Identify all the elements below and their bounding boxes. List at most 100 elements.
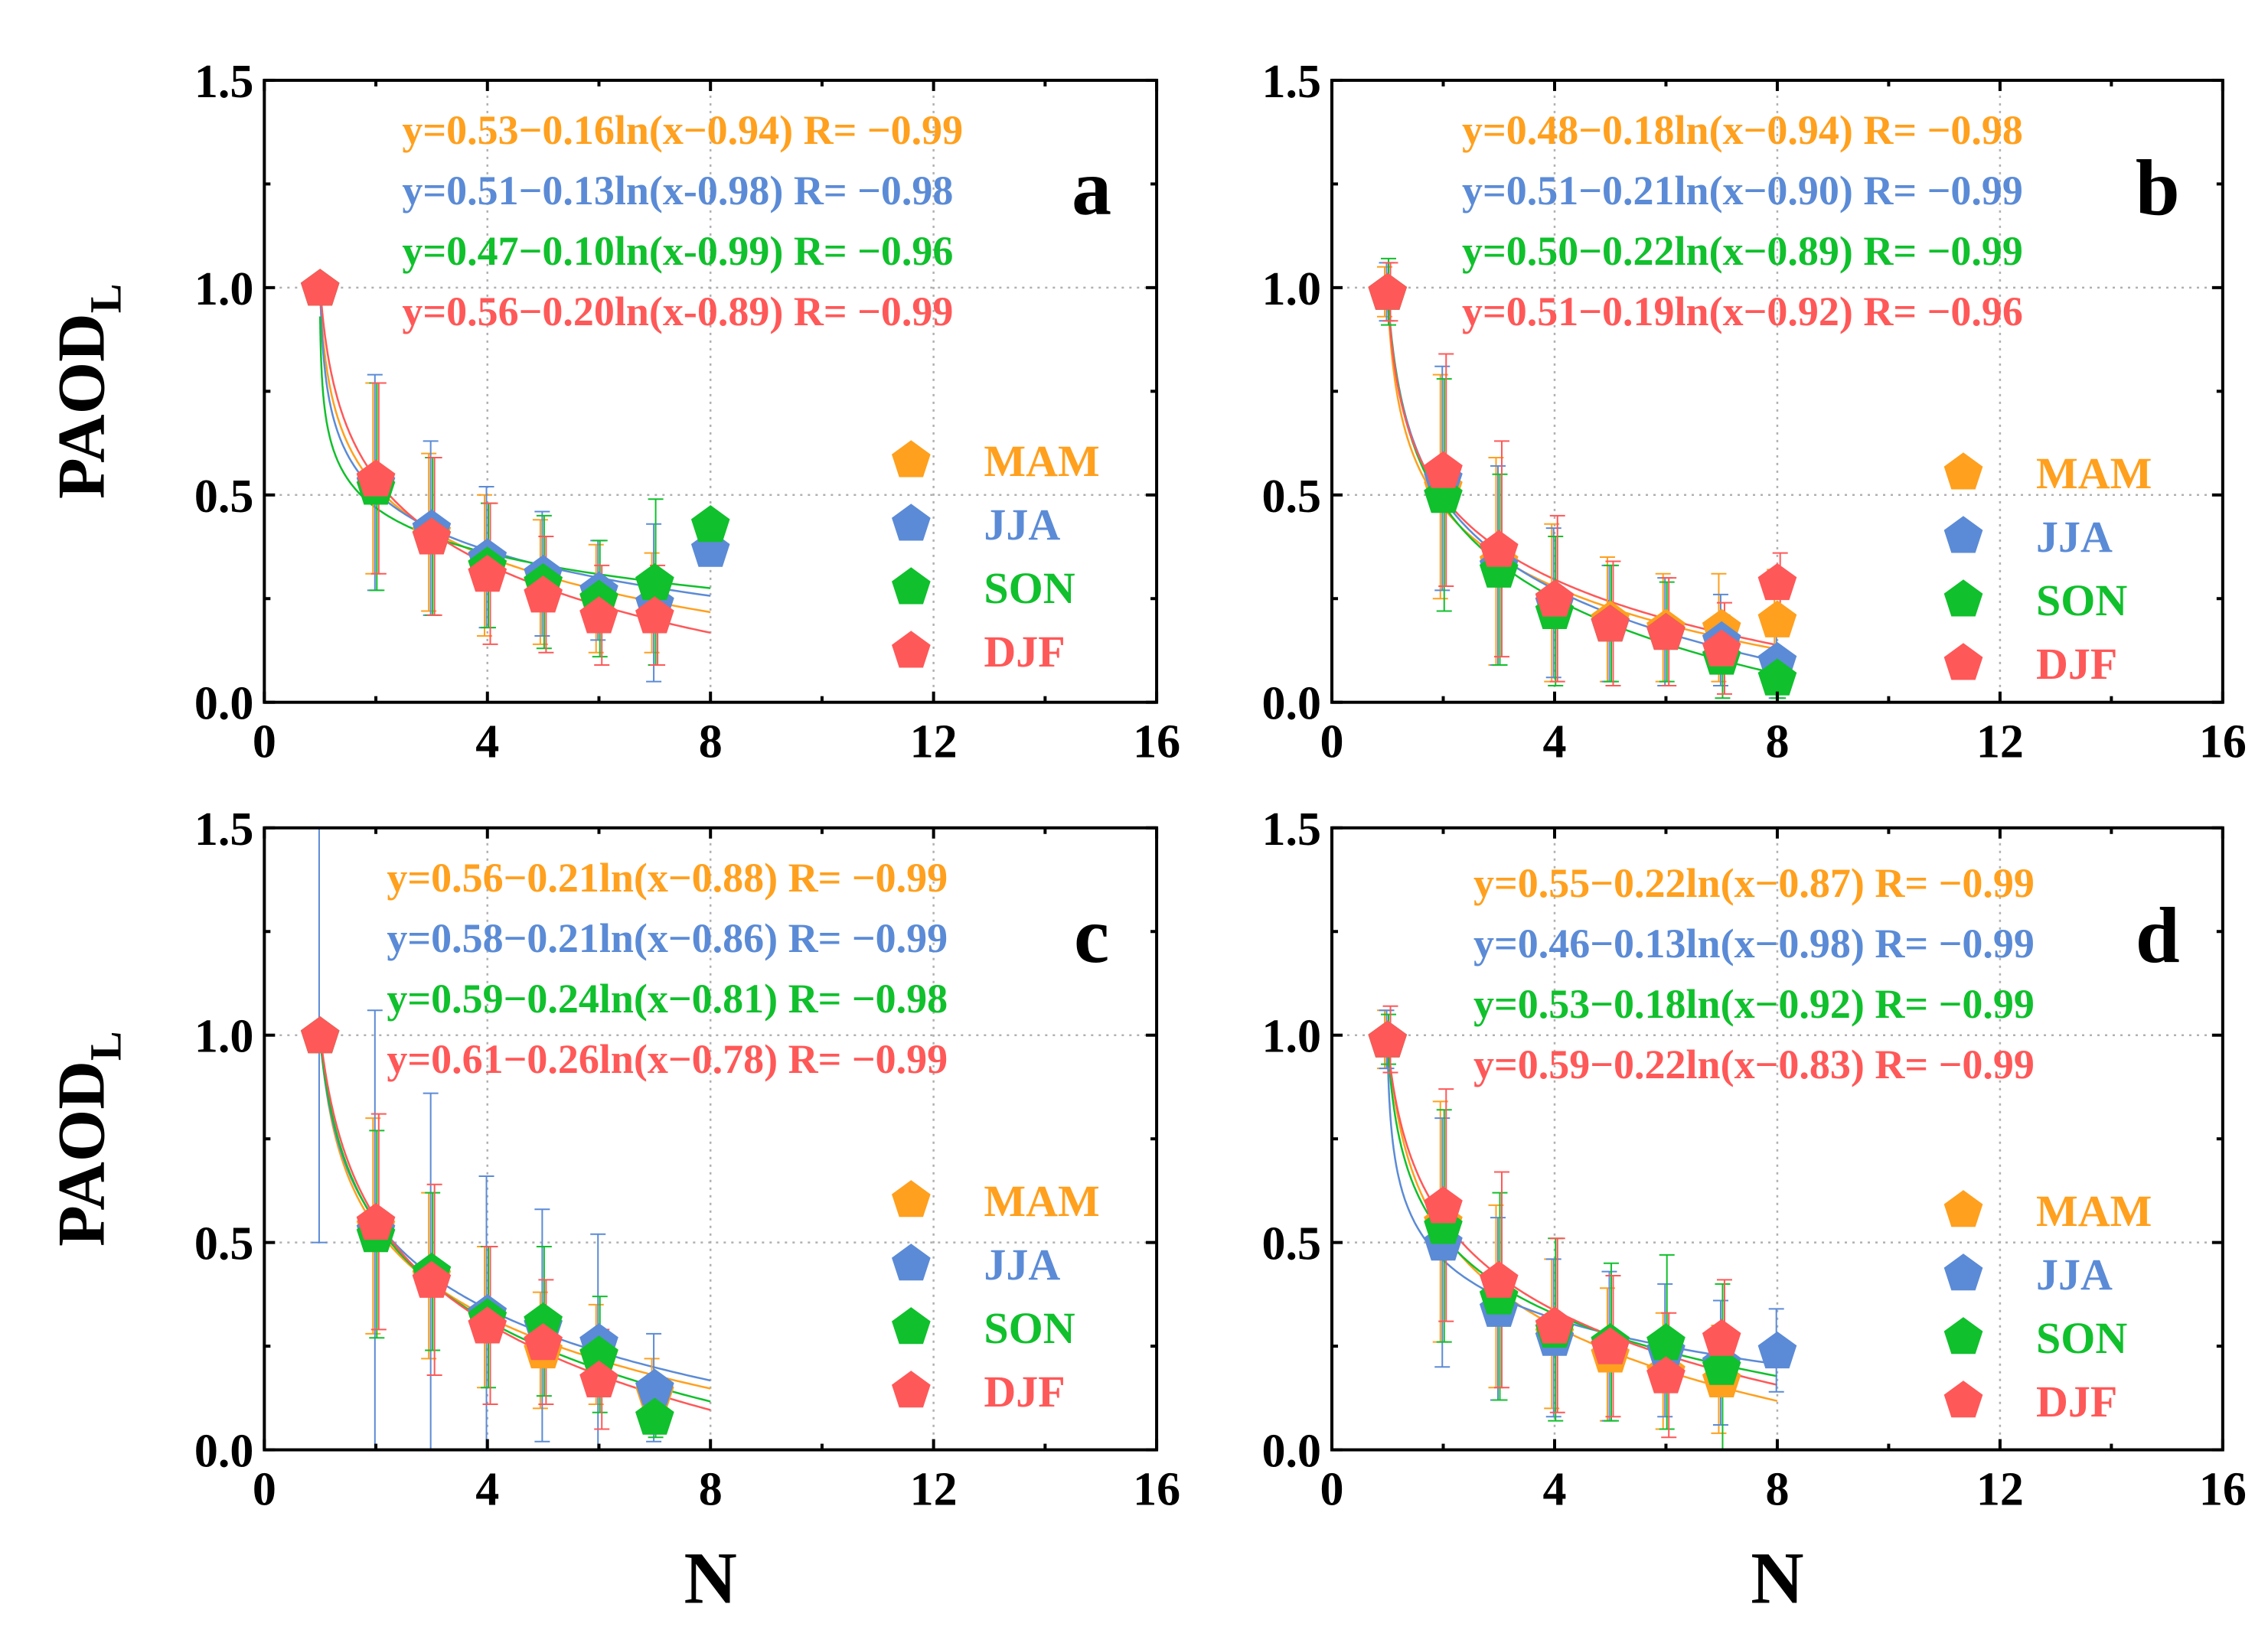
legend-marker-djf (1943, 643, 1983, 680)
y-tick-label: 0.0 (1262, 678, 1322, 730)
panel-label: d (2136, 892, 2180, 980)
legend-label-mam: MAM (2036, 1186, 2152, 1236)
x-axis-label: N (1751, 1537, 1803, 1619)
y-tick-label: 1.5 (1262, 804, 1322, 856)
fit-equation-son: y=0.50−0.22ln(x−0.89) R= −0.99 (1462, 228, 2023, 274)
legend-label-jja: JJA (984, 500, 1060, 549)
y-tick-label: 0.0 (194, 1426, 254, 1478)
data-point-djf (412, 1260, 452, 1298)
fit-equation-mam: y=0.48−0.18ln(x−0.94) R= −0.98 (1462, 107, 2023, 153)
legend-marker-jja (892, 504, 931, 541)
data-point-djf (468, 1306, 507, 1344)
legend-marker-son (892, 1307, 931, 1345)
data-point-djf (1646, 612, 1685, 650)
fit-equation-djf: y=0.51−0.19ln(x−0.92) R= −0.96 (1462, 289, 2023, 334)
legend-marker-djf (892, 1371, 931, 1408)
y-axis-label-subscript: L (80, 1031, 130, 1061)
data-point-mam (1757, 600, 1797, 637)
data-point-djf (356, 459, 396, 497)
data-point-djf (1702, 1319, 1741, 1356)
x-axis-label: N (684, 1537, 737, 1619)
legend-marker-mam (1943, 1190, 1983, 1227)
fit-equation-son: y=0.53−0.18ln(x−0.92) R= −0.99 (1473, 981, 2035, 1027)
fit-equation-son: y=0.47−0.10ln(x-0.99) R= −0.96 (402, 228, 953, 274)
fit-equation-jja: y=0.58−0.21ln(x−0.86) R= −0.99 (387, 915, 948, 961)
panel-c: 0 4 8 12 16 0.0 0.5 1.0 1.5 PAODL Ny=0.56−0.21ln(x… (44, 804, 1180, 1619)
x-tick-label: 16 (1133, 716, 1180, 768)
data-point-djf (1368, 272, 1408, 310)
x-tick-label: 0 (253, 716, 276, 768)
panel-label: a (1072, 144, 1111, 232)
data-point-son (635, 1397, 674, 1435)
data-point-djf (635, 596, 674, 634)
x-tick-label: 12 (910, 716, 958, 768)
x-tick-label: 16 (2199, 716, 2247, 768)
x-tick-label: 12 (1976, 1464, 2024, 1516)
panel-a: 0 4 8 12 160.00.51.01.5PAODLy=0.53−0.16ln(x−… (44, 56, 1180, 768)
data-point-jja (1757, 1331, 1797, 1369)
y-tick-label: 0.0 (1262, 1426, 1322, 1478)
x-tick-label: 0 (1320, 716, 1344, 768)
x-tick-label: 4 (1542, 716, 1566, 768)
y-tick-label: 1.0 (1262, 1011, 1322, 1063)
y-tick-label: 1.0 (194, 263, 254, 315)
fit-curve-son (318, 316, 711, 589)
legend-label-son: SON (2036, 1313, 2127, 1363)
fit-equation-djf: y=0.59−0.22ln(x−0.83) R= −0.99 (1473, 1042, 2035, 1087)
data-point-djf (300, 269, 340, 306)
x-tick-label: 0 (253, 1464, 276, 1516)
fit-equation-mam: y=0.56−0.21ln(x−0.88) R= −0.99 (387, 855, 948, 901)
data-point-djf (1424, 451, 1463, 488)
legend-label-jja: JJA (984, 1240, 1060, 1289)
y-axis-label-subscript: L (80, 284, 130, 314)
legend-marker-mam (892, 440, 931, 478)
legend-marker-son (1943, 1317, 1983, 1355)
fit-equation-mam: y=0.55−0.22ln(x−0.87) R= −0.99 (1473, 860, 2035, 906)
x-tick-label: 0 (1320, 1464, 1344, 1516)
y-tick-label: 0.5 (194, 471, 254, 523)
legend-label-djf: DJF (2036, 1377, 2117, 1426)
x-tick-label: 4 (475, 1464, 499, 1516)
data-point-djf (579, 1360, 618, 1397)
data-point-djf (1591, 1327, 1630, 1364)
legend-marker-djf (1943, 1381, 1983, 1418)
y-axis-label-main: PAOD (44, 313, 119, 499)
y-tick-label: 1.5 (1262, 56, 1322, 108)
data-point-son (690, 505, 730, 543)
y-tick-label: 0.0 (194, 678, 254, 730)
data-point-djf (1646, 1356, 1685, 1394)
legend-marker-mam (892, 1180, 931, 1218)
data-point-son (635, 562, 674, 601)
data-point-djf (356, 1202, 396, 1240)
data-point-djf (524, 575, 563, 613)
y-tick-label: 1.0 (1262, 263, 1322, 315)
x-tick-label: 16 (1133, 1464, 1180, 1516)
data-point-djf (1479, 1260, 1519, 1298)
data-point-djf (1479, 530, 1519, 567)
y-tick-label: 0.5 (194, 1218, 254, 1270)
data-point-djf (1702, 629, 1741, 667)
legend-label-mam: MAM (2036, 448, 2152, 498)
fit-equation-jja: y=0.46−0.13ln(x−0.98) R= −0.99 (1473, 921, 2035, 967)
y-tick-label: 0.5 (1262, 471, 1322, 523)
legend-marker-djf (892, 631, 931, 668)
data-point-djf (1535, 579, 1575, 617)
fit-equation-jja: y=0.51−0.13ln(x-0.98) R= −0.98 (402, 168, 953, 214)
data-point-djf (524, 1323, 563, 1361)
y-axis-label: PAODL (44, 1031, 130, 1246)
legend-label-djf: DJF (984, 1367, 1065, 1416)
data-point-djf (579, 596, 618, 634)
y-tick-label: 1.5 (194, 56, 254, 108)
panel-d: 0 4 8 12 16 0.0 0.5 1.0 1.5 Ny=0.55−0.22ln(x−0.87… (1262, 804, 2247, 1619)
x-tick-label: 12 (1976, 716, 2024, 768)
fit-equation-djf: y=0.61−0.26ln(x−0.78) R= −0.99 (387, 1036, 948, 1082)
legend-marker-son (1943, 579, 1983, 617)
legend-label-son: SON (984, 563, 1075, 613)
legend-label-son: SON (984, 1303, 1075, 1353)
legend-marker-jja (1943, 1253, 1983, 1291)
data-point-djf (412, 517, 452, 555)
legend-label-mam: MAM (984, 436, 1099, 486)
data-point-son (1646, 1323, 1685, 1361)
legend-label-son: SON (2036, 575, 2127, 625)
panel-label: c (1074, 892, 1109, 980)
